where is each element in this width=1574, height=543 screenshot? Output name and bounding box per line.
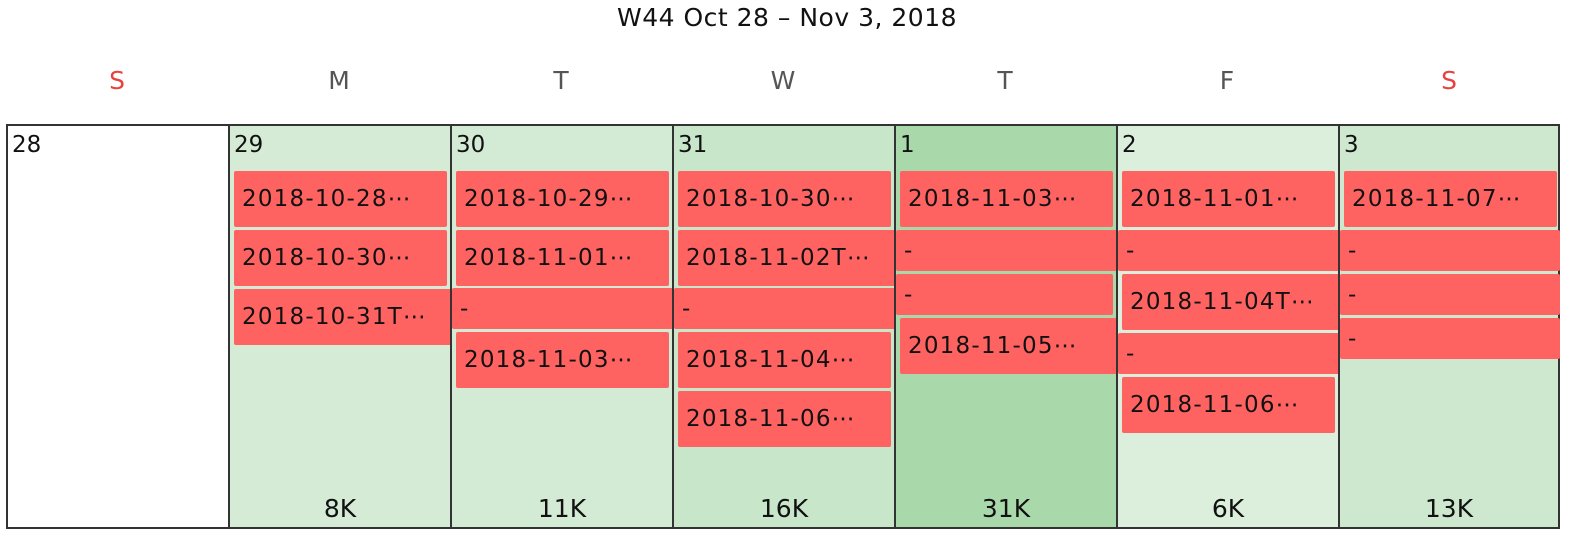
day-number: 1	[900, 132, 915, 158]
event-item[interactable]: 2018-10-30⋯	[678, 171, 891, 227]
week-title: W44 Oct 28 – Nov 3, 2018	[616, 3, 957, 32]
event-item[interactable]: -	[1340, 274, 1560, 315]
event-item[interactable]: -	[1118, 333, 1340, 374]
event-item[interactable]: 2018-11-01⋯	[1122, 171, 1335, 227]
event-item[interactable]: -	[452, 288, 674, 329]
day-cell-28[interactable]: 28	[6, 124, 228, 529]
day-number: 2	[1122, 132, 1137, 158]
day-cell-1[interactable]: 1 2018-11-03⋯ - - 2018-11-05⋯ 31K	[894, 124, 1118, 529]
day-total: 8K	[323, 494, 357, 523]
day-number: 31	[678, 132, 708, 158]
event-item[interactable]: 2018-11-06⋯	[678, 391, 891, 447]
weekday-header-wed: W	[770, 66, 796, 95]
event-item[interactable]: 2018-10-31T⋯	[234, 289, 452, 345]
event-item[interactable]: 2018-11-02T⋯	[678, 230, 896, 286]
day-number: 3	[1344, 132, 1359, 158]
day-total: 31K	[981, 494, 1031, 523]
event-item[interactable]: 2018-11-01⋯	[456, 230, 669, 286]
day-total: 11K	[537, 494, 587, 523]
day-total: 16K	[759, 494, 809, 523]
event-item[interactable]: 2018-11-04T⋯	[1122, 274, 1340, 330]
event-item[interactable]: 2018-11-07⋯	[1344, 171, 1557, 227]
event-item[interactable]: 2018-10-28⋯	[234, 171, 447, 227]
day-cell-3[interactable]: 3 2018-11-07⋯ - - - 13K	[1338, 124, 1560, 529]
event-item[interactable]: 2018-10-30⋯	[234, 230, 447, 286]
event-item[interactable]: -	[896, 274, 1113, 315]
event-item[interactable]: -	[1118, 230, 1340, 271]
weekday-header-mon: M	[328, 66, 350, 95]
day-number: 28	[12, 132, 42, 158]
day-total: 13K	[1424, 494, 1474, 523]
event-item[interactable]: 2018-11-06⋯	[1122, 377, 1335, 433]
event-item[interactable]: -	[896, 230, 1118, 271]
event-item[interactable]: 2018-11-03⋯	[456, 332, 669, 388]
day-number: 29	[234, 132, 264, 158]
day-cell-29[interactable]: 29 2018-10-28⋯ 2018-10-30⋯ 2018-10-31T⋯ …	[228, 124, 452, 529]
weekday-header-sat: S	[1441, 66, 1457, 95]
weekday-header-sun: S	[109, 66, 125, 95]
day-total: 6K	[1211, 494, 1245, 523]
weekday-header-thu: T	[997, 66, 1013, 95]
event-item[interactable]: -	[1340, 230, 1560, 271]
day-cell-2[interactable]: 2 2018-11-01⋯ - 2018-11-04T⋯ - 2018-11-0…	[1116, 124, 1340, 529]
day-number: 30	[456, 132, 486, 158]
event-item[interactable]: -	[1340, 318, 1560, 359]
event-item[interactable]: 2018-11-04⋯	[678, 332, 891, 388]
day-cell-31[interactable]: 31 2018-10-30⋯ 2018-11-02T⋯ - 2018-11-04…	[672, 124, 896, 529]
event-item[interactable]: -	[674, 288, 896, 329]
event-item[interactable]: 2018-10-29⋯	[456, 171, 669, 227]
weekday-header-fri: F	[1219, 66, 1235, 95]
weekday-header-tue: T	[553, 66, 569, 95]
day-cell-30[interactable]: 30 2018-10-29⋯ 2018-11-01⋯ - 2018-11-03⋯…	[450, 124, 674, 529]
event-item[interactable]: 2018-11-03⋯	[900, 171, 1113, 227]
event-item[interactable]: 2018-11-05⋯	[900, 318, 1118, 374]
